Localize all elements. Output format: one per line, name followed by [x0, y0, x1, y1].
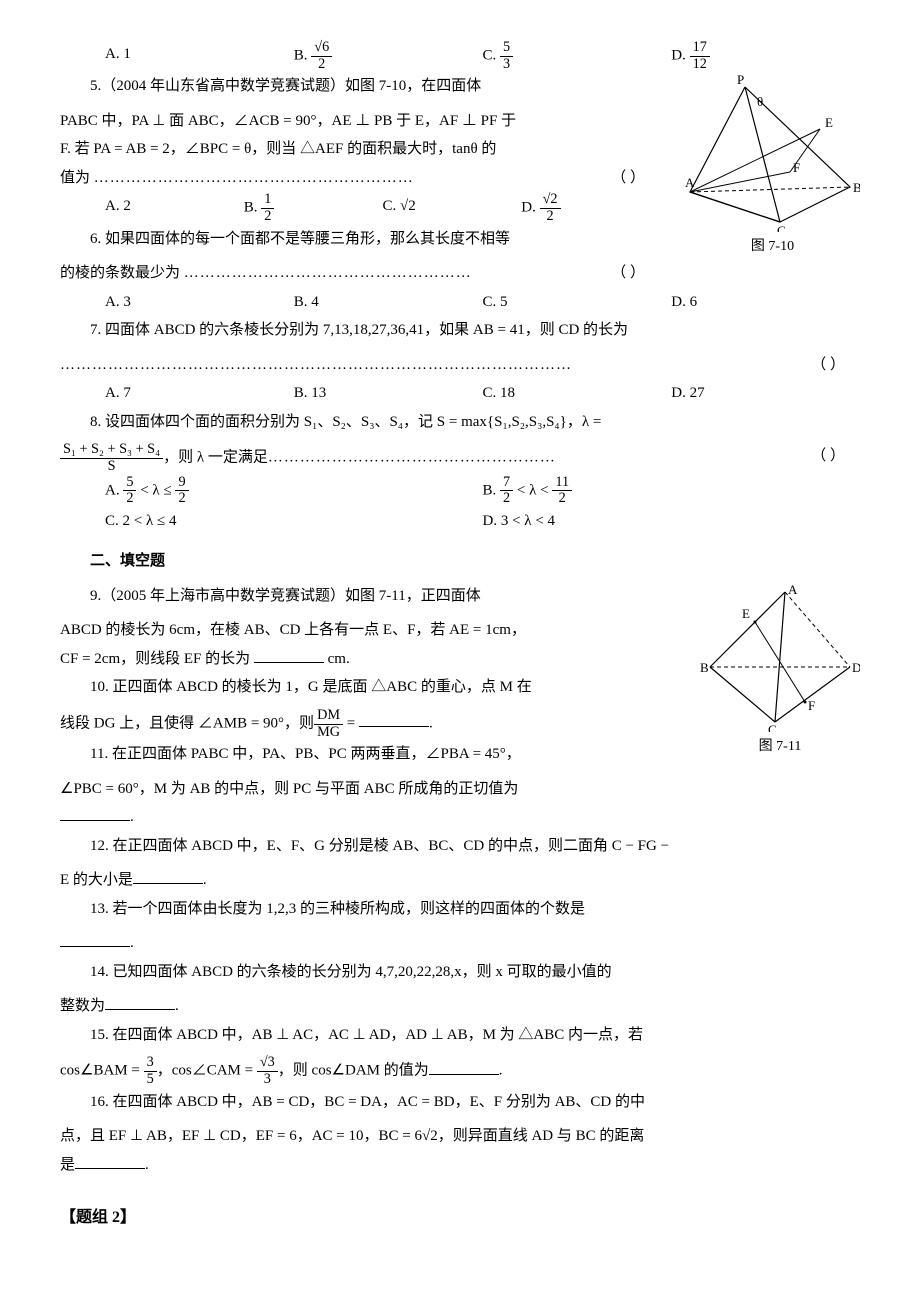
q6-paren: （ ） — [611, 259, 645, 288]
q15-blank[interactable] — [429, 1059, 499, 1075]
q5-optC: C. √2 — [383, 192, 522, 224]
q12: 12. 在正四面体 ABCD 中，E、F、G 分别是棱 AB、BC、CD 的中点… — [60, 832, 860, 861]
q7-optD: D. 27 — [671, 379, 860, 408]
q6-optC: C. 5 — [483, 288, 672, 317]
q16: 16. 在四面体 ABCD 中，AB = CD，BC = DA，AC = BD，… — [60, 1088, 860, 1117]
q6-optD: D. 6 — [671, 288, 860, 317]
q5: 5.（2004 年山东省高中数学竞赛试题）如图 7-10，在四面体 — [60, 72, 660, 101]
label-P: P — [737, 72, 744, 87]
q16-blank[interactable] — [75, 1153, 145, 1169]
q4-optD: D. 1712 — [671, 40, 860, 72]
q6-optB: B. 4 — [294, 288, 483, 317]
q13: 13. 若一个四面体由长度为 1,2,3 的三种棱所构成，则这样的四面体的个数是 — [60, 895, 860, 924]
q8-optC: C. 2 < λ ≤ 4 — [105, 507, 483, 536]
q8: 8. 设四面体四个面的面积分别为 S₁、S₂、S₃、S₄，记 S = max{S… — [60, 408, 860, 437]
q12-blank[interactable] — [133, 868, 203, 884]
q15: 15. 在四面体 ABCD 中，AB ⊥ AC，AC ⊥ AD，AD ⊥ AB，… — [60, 1021, 860, 1050]
group-2-heading: 【题组 2】 — [60, 1203, 860, 1233]
q4-options: A. 1 B. √62 C. 53 D. 1712 — [105, 40, 860, 72]
q7-optA: A. 7 — [105, 379, 294, 408]
svg-text:A: A — [788, 582, 798, 597]
q8-optB: B. 72 < λ < 112 — [483, 475, 861, 507]
q10-blank[interactable] — [359, 711, 429, 727]
fig711-caption: 图 7-11 — [700, 734, 860, 761]
q4-optA: A. 1 — [105, 40, 294, 72]
q8-paren: （ ） — [811, 442, 845, 471]
q5-paren: （ ） — [611, 164, 645, 193]
svg-text:F: F — [808, 698, 815, 713]
figure-7-11: A E B D C F 图 7-11 — [700, 582, 860, 761]
q5-optD: D. √22 — [521, 192, 660, 224]
q13-blank[interactable] — [60, 931, 130, 947]
label-B: B — [853, 180, 860, 195]
q4-optC: C. 53 — [483, 40, 672, 72]
q8-optA: A. 52 < λ ≤ 92 — [105, 475, 483, 507]
q5-optA: A. 2 — [105, 192, 244, 224]
label-F: F — [793, 160, 800, 175]
q5-optB: B. 12 — [244, 192, 383, 224]
label-E: E — [825, 115, 833, 130]
q6-options: A. 3 B. 4 C. 5 D. 6 — [105, 288, 860, 317]
q9-blank[interactable] — [254, 647, 324, 663]
svg-text:B: B — [700, 660, 709, 675]
section-fill: 二、填空题 — [90, 547, 860, 576]
q8-options: A. 52 < λ ≤ 92 B. 72 < λ < 112 C. 2 < λ … — [105, 475, 860, 536]
q11: 11. 在正四面体 PABC 中，PA、PB、PC 两两垂直，∠PBA = 45… — [60, 740, 660, 769]
q7: 7. 四面体 ABCD 的六条棱长分别为 7,13,18,27,36,41，如果… — [60, 316, 860, 345]
fig710-caption: 图 7-10 — [685, 234, 860, 261]
q5-options: A. 2 B. 12 C. √2 D. √22 — [105, 192, 660, 224]
q14: 14. 已知四面体 ABCD 的六条棱的长分别为 4,7,20,22,28,x，… — [60, 958, 860, 987]
q11-blank[interactable] — [60, 805, 130, 821]
q7-optC: C. 18 — [483, 379, 672, 408]
label-C: C — [777, 223, 786, 232]
q6-optA: A. 3 — [105, 288, 294, 317]
q7-optB: B. 13 — [294, 379, 483, 408]
label-A2: A — [685, 175, 695, 190]
svg-text:E: E — [742, 606, 750, 621]
figure-7-10: P θ E F A A B C 图 7-10 — [685, 72, 860, 261]
q10: 10. 正四面体 ABCD 的棱长为 1，G 是底面 △ABC 的重心，点 M … — [60, 673, 660, 702]
q4-optB: B. √62 — [294, 40, 483, 72]
q7-paren: （ ） — [811, 351, 845, 380]
label-theta: θ — [757, 94, 763, 109]
svg-text:D: D — [852, 660, 860, 675]
q8-optD: D. 3 < λ < 4 — [483, 507, 861, 536]
q6: 6. 如果四面体的每一个面都不是等腰三角形，那么其长度不相等 — [60, 225, 660, 254]
q9: 9.（2005 年上海市高中数学竞赛试题）如图 7-11，正四面体 — [60, 582, 660, 611]
q14-blank[interactable] — [105, 994, 175, 1010]
q7-options: A. 7 B. 13 C. 18 D. 27 — [105, 379, 860, 408]
svg-text:C: C — [768, 722, 777, 732]
